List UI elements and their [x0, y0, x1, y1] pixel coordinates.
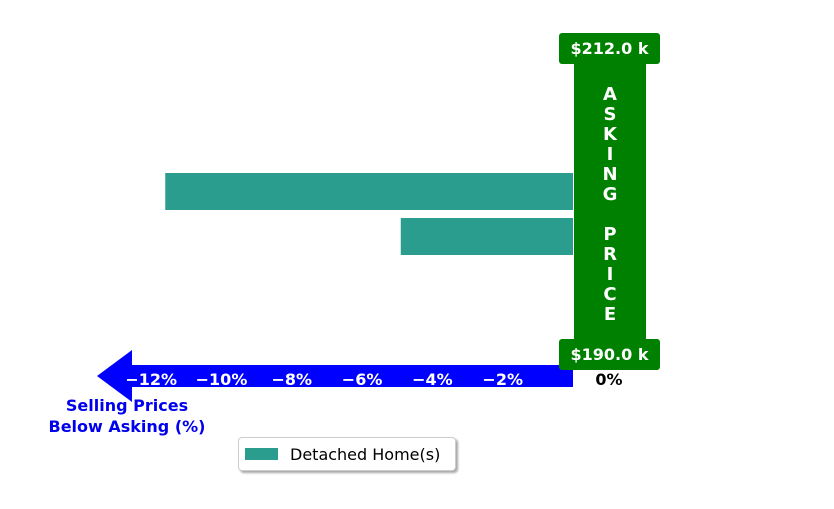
x-tick-label: −6% — [342, 370, 383, 389]
asking-price-letter: I — [607, 144, 614, 165]
x-tick-label: −8% — [272, 370, 313, 389]
asking-price-letter: G — [603, 184, 618, 205]
asking-price-letter: K — [603, 124, 618, 145]
x-axis-label-line-2: Below Asking (%) — [49, 417, 206, 436]
bar-series — [165, 173, 573, 255]
asking-price-letter: E — [604, 304, 616, 325]
axis-arrow-shape — [97, 350, 573, 402]
price-bottom-label: $190.0 k — [571, 345, 649, 364]
x-tick-label: −10% — [196, 370, 248, 389]
asking-price-letter: C — [603, 284, 616, 305]
x-tick-label: −4% — [412, 370, 453, 389]
asking-price-letter: N — [602, 164, 617, 185]
x-tick-label: −2% — [482, 370, 523, 389]
price-bottom-badge — [559, 339, 660, 370]
legend-swatch — [245, 448, 278, 460]
legend-label: Detached Home(s) — [290, 444, 441, 464]
asking-price-letter: A — [603, 84, 617, 105]
asking-price-letter: S — [604, 104, 617, 125]
asking-price-letter: I — [607, 264, 614, 285]
asking-price-bar — [574, 58, 646, 344]
x-tick-label: −12% — [125, 370, 177, 389]
legend: Detached Home(s) — [238, 437, 456, 471]
asking-price-letter: R — [603, 244, 617, 265]
asking-price-letter: P — [603, 224, 616, 245]
bar — [165, 173, 573, 210]
x-axis-label-line-1: Selling Prices — [66, 396, 188, 415]
x-tick-label: 0% — [595, 370, 622, 389]
x-axis-arrow — [97, 350, 573, 402]
bar — [400, 218, 573, 255]
price-top-badge — [559, 33, 660, 64]
x-tick-labels: −12% −10% −8% −6% −4% −2% 0% — [125, 370, 622, 389]
price-top-label: $212.0 k — [571, 39, 649, 58]
